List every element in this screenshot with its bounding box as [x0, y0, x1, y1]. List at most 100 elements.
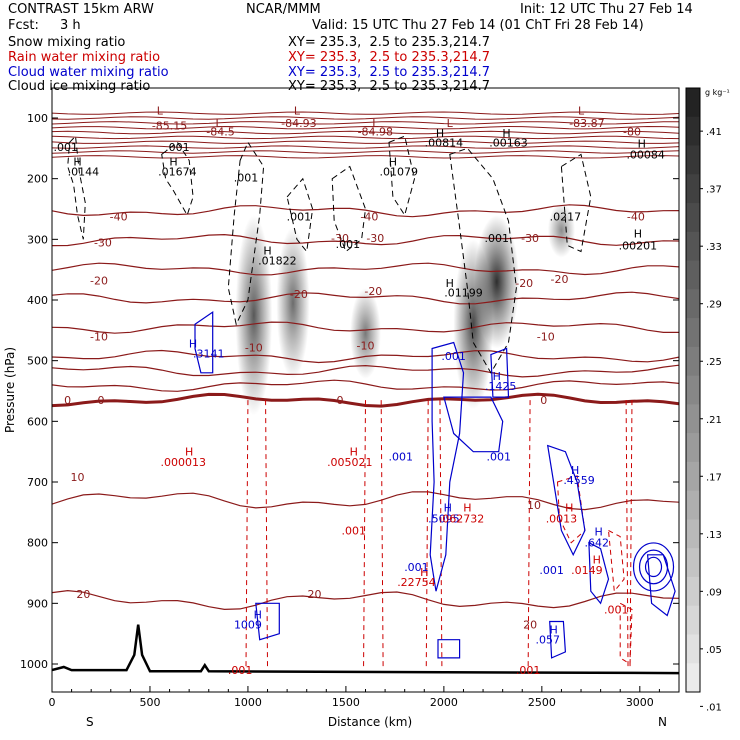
colorbar-tick-label-7: .13: [706, 530, 722, 541]
colorbar-segment-6: [686, 260, 700, 290]
temperature-label-3: -84.98: [358, 125, 393, 138]
snow-shading-layer: [235, 202, 576, 416]
stratosphere-contour-8: [52, 150, 679, 154]
y-tick-label-600: 600: [27, 415, 48, 428]
snow-blob-3: [453, 239, 494, 410]
low-marker-4: L: [447, 117, 454, 130]
colorbar-segment-14: [686, 490, 700, 520]
rain-contour-6: [527, 400, 531, 671]
field-snow-name: Snow mixing ratio: [8, 35, 126, 50]
y-tick-label-1000: 1000: [20, 658, 48, 671]
x-tick-label-1000: 1000: [234, 696, 262, 709]
field-cloudwater-name: Cloud water mixing ratio: [8, 65, 169, 80]
temperature-contour--10: [52, 379, 679, 392]
high-marker-8: H: [634, 227, 642, 240]
maximum-value-label-14: 1009: [234, 619, 262, 632]
colorbar-tick-label-3: .29: [706, 300, 722, 311]
plot-frame: [51, 87, 680, 693]
temperature-contour--80: [52, 204, 679, 218]
high-marker-0: H: [73, 156, 81, 169]
maximum-value-label-12: .5095: [428, 512, 460, 525]
temperature-label-19: -10: [245, 341, 263, 354]
x-tick-label-500: 500: [139, 696, 160, 709]
field-cloudice-xy: XY= 235.3, 2.5 to 235.3,214.7: [288, 79, 491, 94]
colorbar-segment-5: [686, 231, 700, 262]
cloud-water-ring-0: [644, 556, 663, 578]
temperature-contour-20: [52, 589, 679, 611]
colorbar-tick-label-0: .41: [706, 127, 722, 138]
temperature-label-24: 0: [337, 394, 344, 407]
colorbar-segment-8: [686, 318, 700, 348]
maximum-value-label-9: .3141: [193, 347, 225, 360]
colorbar-segment-3: [686, 174, 700, 204]
low-marker-0: L: [157, 105, 164, 118]
cloud-water-contour-0: [194, 310, 214, 374]
high-marker-2: H: [263, 244, 271, 257]
colorbar-segment-11: [686, 404, 700, 434]
south-end-label: S: [86, 715, 94, 729]
colorbar-tick-label-10: .01: [706, 702, 722, 713]
colorbar-segment-2: [686, 145, 700, 175]
cloud-water-ring-1: [638, 549, 669, 585]
cloud-ice-contour-5: [388, 135, 416, 217]
rain-contour-1: [265, 400, 269, 671]
field-rain-name: Rain water mixing ratio: [8, 50, 161, 65]
contour-label-10: .001: [404, 561, 429, 574]
high-marker-18: H: [463, 501, 471, 514]
maximum-value-label-1: .01674: [158, 165, 197, 178]
init-time: Init: 12 UTC Thu 27 Feb 14: [520, 2, 693, 17]
temperature-label-9: -30: [94, 236, 112, 249]
stratosphere-contour-4: [52, 130, 679, 135]
high-marker-10: H: [493, 370, 501, 383]
contour-label-1: .001: [165, 141, 190, 154]
maximum-value-label-16: .000013: [161, 456, 207, 469]
high-marker-1: H: [169, 156, 177, 169]
high-marker-15: H: [549, 623, 557, 636]
temperature-label-7: -40: [360, 210, 378, 223]
x-tick-label-1500: 1500: [332, 696, 360, 709]
temperature-label-0: -85.15: [152, 119, 187, 132]
high-marker-7: H: [638, 137, 646, 150]
snow-blob-0: [235, 215, 273, 416]
colorbar-segment-1: [686, 116, 700, 147]
forecast-hour: 3 h: [60, 18, 81, 33]
temperature-label-2: -84.93: [281, 117, 316, 130]
temperature-contour-10: [52, 491, 679, 511]
low-marker-3: L: [372, 117, 379, 130]
cloud-water-contour-2: [443, 396, 504, 453]
x-tick-label-2000: 2000: [430, 696, 458, 709]
colorbar-tick-label-9: .05: [706, 645, 722, 656]
temperature-label-28: 20: [76, 588, 90, 601]
temperature-label-30: 20: [523, 619, 537, 632]
contour-label-14: .001: [516, 664, 541, 677]
temperature-label-17: -20: [550, 273, 568, 286]
temperature-label-25: 0: [540, 394, 547, 407]
x-tick-label-2500: 2500: [528, 696, 556, 709]
high-marker-9: H: [189, 338, 197, 351]
low-marker-1: L: [215, 117, 222, 130]
temperature-contour--50: [52, 291, 679, 305]
low-marker-5: L: [578, 105, 585, 118]
contour-label-4: .001: [336, 238, 361, 251]
maximum-value-label-3: .01079: [380, 165, 419, 178]
maximum-value-label-20: .0013: [546, 512, 578, 525]
temperature-contour--30: [52, 349, 679, 364]
rain-contour-8: [629, 400, 633, 671]
temperature-label-11: -30: [366, 232, 384, 245]
rain-contour-7: [625, 400, 629, 671]
cloud-ice-contour-4: [331, 165, 367, 253]
maximum-value-label-2: .01822: [258, 255, 297, 268]
high-marker-16: H: [185, 446, 193, 459]
cloud-ice-contour-1: [161, 141, 194, 217]
snow-blob-2: [350, 287, 381, 379]
temperature-contours-layer: [52, 111, 679, 611]
temperature-label-5: -80: [623, 125, 641, 138]
colorbar-segment-13: [686, 461, 700, 492]
cloud-ice-contour-2: [227, 141, 265, 326]
rain-contour-0: [245, 400, 249, 671]
maximum-value-label-6: .01199: [444, 287, 483, 300]
contour-label-5: .001: [485, 232, 510, 245]
maximum-value-label-10: .1425: [485, 380, 517, 393]
contour-label-15: .001: [604, 603, 629, 616]
